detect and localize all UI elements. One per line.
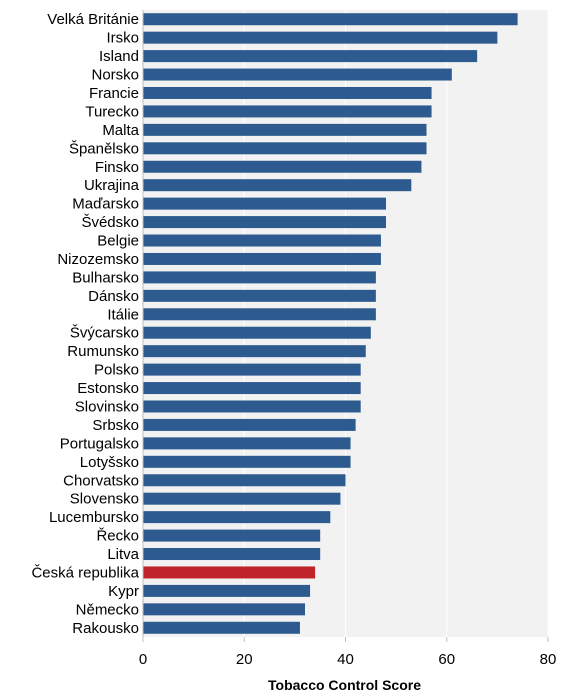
- bar: [143, 603, 305, 616]
- category-label: Finsko: [95, 159, 139, 176]
- category-label: Belgie: [97, 233, 139, 250]
- bar: [143, 621, 300, 634]
- bar: [143, 234, 381, 247]
- category-label: Lotyšsko: [80, 454, 139, 471]
- x-tick-label: 0: [139, 651, 147, 668]
- bar: [143, 86, 432, 99]
- category-label: Srbsko: [92, 417, 139, 434]
- category-label: Bulharsko: [72, 269, 139, 286]
- bar: [143, 400, 361, 413]
- x-tick-label: 60: [438, 651, 455, 668]
- bar: [143, 123, 427, 136]
- category-label: Estonsko: [77, 380, 139, 397]
- bar: [143, 511, 331, 524]
- bar: [143, 289, 376, 302]
- bar: [143, 68, 452, 81]
- category-label: Lucembursko: [49, 509, 139, 526]
- category-label: Maďarsko: [72, 196, 139, 213]
- category-label: Portugalsko: [60, 435, 139, 452]
- bar: [143, 437, 351, 450]
- x-tick-label: 80: [540, 651, 557, 668]
- category-label: Švýcarsko: [70, 325, 139, 342]
- bar: [143, 492, 341, 505]
- bar: [143, 13, 518, 26]
- bar: [143, 50, 478, 63]
- bar: [143, 216, 386, 229]
- bars: [143, 13, 518, 634]
- category-label: Ukrajina: [84, 177, 140, 194]
- x-tick-labels: 0 20 40 60 80: [139, 637, 557, 668]
- category-label: Chorvatsko: [63, 472, 139, 489]
- category-label: Švédsko: [81, 214, 139, 231]
- x-tick-label: 40: [337, 651, 354, 668]
- bar: [143, 160, 422, 173]
- bar: [143, 326, 371, 339]
- bar: [143, 31, 498, 44]
- bar: [143, 529, 321, 542]
- category-label: Španělsko: [69, 140, 139, 157]
- category-label: Velká Británie: [47, 11, 139, 28]
- category-label: Rumunsko: [67, 343, 139, 360]
- category-label: Řecko: [96, 528, 139, 545]
- bar: [143, 548, 321, 561]
- category-label: Česká republika: [31, 564, 139, 581]
- category-label: Island: [99, 48, 139, 65]
- category-label: Malta: [102, 122, 139, 139]
- category-label: Irsko: [106, 30, 139, 47]
- category-label: Nizozemsko: [57, 251, 139, 268]
- bar: [143, 197, 386, 210]
- bar: [143, 584, 311, 597]
- category-label: Kypr: [108, 583, 139, 600]
- bar: [143, 363, 361, 376]
- category-label: Francie: [89, 85, 139, 102]
- x-tick-label: 20: [236, 651, 253, 668]
- bar: [143, 179, 412, 192]
- bar: [143, 345, 366, 358]
- category-label: Slovensko: [70, 491, 139, 508]
- bar: [143, 308, 376, 321]
- category-label: Itálie: [107, 306, 139, 323]
- category-label: Turecko: [85, 103, 139, 120]
- bar: [143, 382, 361, 395]
- category-label: Norsko: [91, 67, 139, 84]
- bar: [143, 252, 381, 265]
- category-label: Německo: [76, 601, 139, 618]
- bar: [143, 418, 356, 431]
- bar: [143, 105, 432, 118]
- bar: [143, 455, 351, 468]
- bar: [143, 142, 427, 155]
- bar: [143, 271, 376, 284]
- bar: [143, 566, 316, 579]
- category-label: Polsko: [94, 362, 139, 379]
- category-label: Rakousko: [72, 620, 139, 637]
- x-axis-title: Tobacco Control Score: [268, 677, 421, 693]
- category-label: Dánsko: [88, 288, 139, 305]
- category-label: Litva: [107, 546, 139, 563]
- bar: [143, 474, 346, 487]
- category-label: Slovinsko: [75, 398, 139, 415]
